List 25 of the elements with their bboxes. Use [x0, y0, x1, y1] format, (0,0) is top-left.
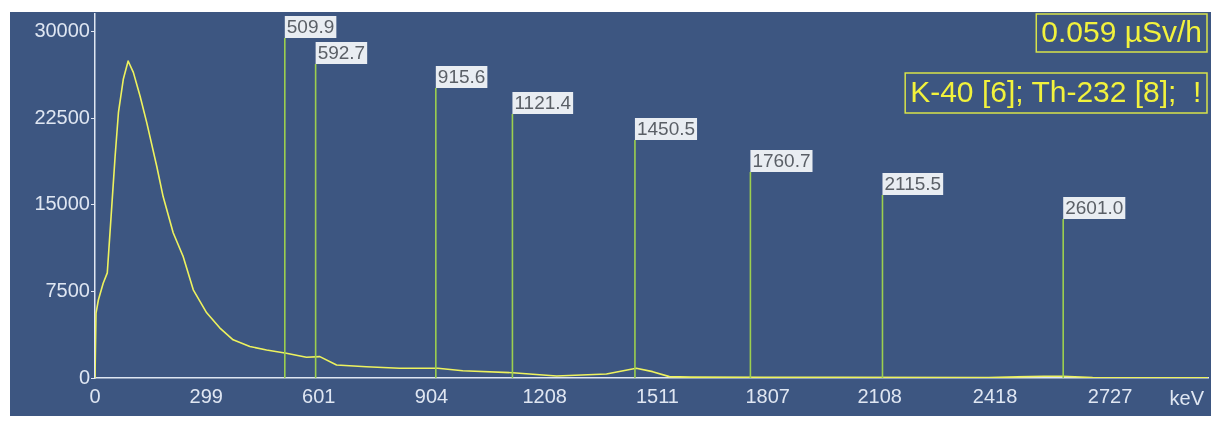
x-tick-label: 2108	[857, 384, 902, 407]
ref-line-label: 592.7	[317, 42, 366, 64]
y-tick-label: 30000	[34, 18, 90, 41]
x-tick-label: 1511	[635, 384, 679, 407]
x-tick-label: 299	[189, 384, 223, 407]
x-tick-label: 1807	[745, 384, 790, 407]
y-tick-label: 7500	[45, 278, 90, 301]
x-tick-label: 904	[414, 384, 449, 407]
x-tick-label: 2418	[972, 384, 1018, 407]
ref-line-label: 915.6	[437, 66, 486, 88]
ref-line-label: 1760.7	[752, 150, 811, 172]
y-tick-label: 22500	[34, 105, 90, 128]
x-tick-label: 601	[302, 384, 336, 407]
y-tick-label: 0	[78, 365, 90, 388]
ref-line-label: 1450.5	[636, 118, 696, 140]
x-tick-label: 2727	[1087, 384, 1133, 407]
annotation: 0.059 µSv/h	[1041, 15, 1203, 49]
x-axis-title: keV	[1169, 386, 1205, 409]
ref-line-label: 1121.4	[514, 92, 572, 114]
x-tick-label: 1208	[522, 384, 567, 407]
annotation: K-40 [6]; Th-232 [8]; !	[910, 75, 1202, 109]
ref-line-label: 509.9	[286, 16, 335, 38]
y-tick-label: 15000	[34, 192, 90, 215]
ref-line-label: 2115.5	[884, 173, 942, 195]
ref-line-label: 2601.0	[1065, 197, 1124, 219]
